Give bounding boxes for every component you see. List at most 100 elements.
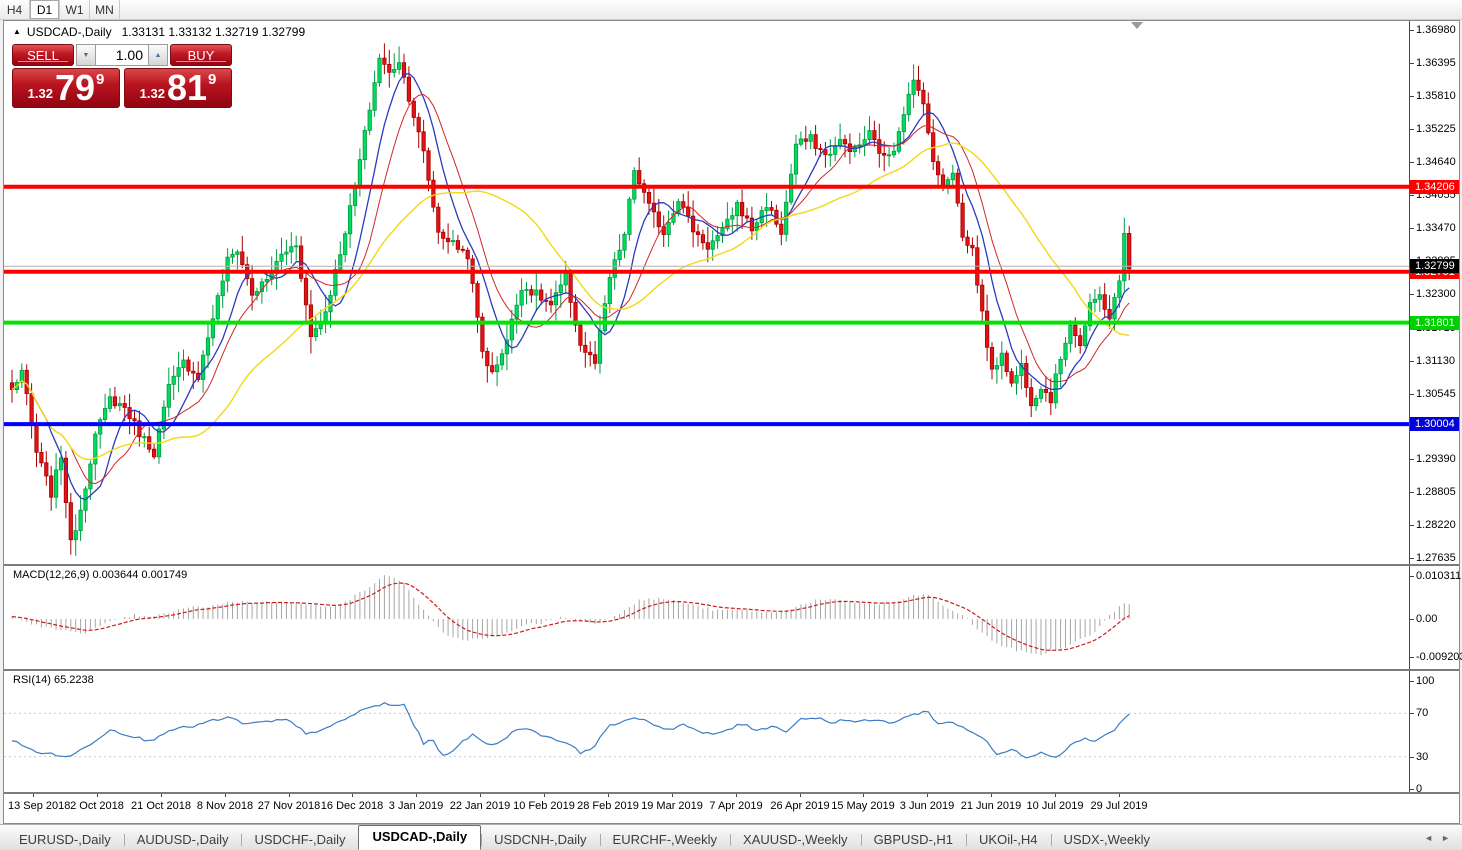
rsi-plot[interactable] (4, 671, 1409, 792)
price-level-badge[interactable]: 1.31801 (1410, 315, 1459, 330)
buy-price-big: 81 (166, 67, 207, 109)
chart-tab-usdcnh[interactable]: USDCNH-,Daily (481, 830, 599, 850)
timeframe-button-h4[interactable]: H4 (0, 0, 30, 19)
date-tick-mark (289, 794, 290, 797)
date-tick-mark (480, 794, 481, 797)
date-label: 13 Sep 2018 (8, 800, 71, 812)
date-tick-mark (1055, 794, 1056, 797)
sell-price-pip: 9 (96, 71, 105, 88)
chart-tab-usdcad[interactable]: USDCAD-,Daily (358, 825, 482, 850)
date-axis[interactable]: 13 Sep 2018 2 Oct 2018 21 Oct 2018 8 Nov 20… (4, 794, 1459, 822)
volume-increase-button[interactable]: ▲ (148, 44, 168, 66)
collapse-panel-icon[interactable]: ▲ (13, 27, 21, 36)
date-tick-mark (800, 794, 801, 797)
chart-shift-marker-icon[interactable] (1131, 22, 1143, 29)
date-tick-mark (863, 794, 864, 797)
date-tick-mark (33, 794, 34, 797)
buy-button[interactable]: BUY (170, 44, 232, 66)
tab-scroll-right-icon[interactable]: ► (1441, 832, 1450, 843)
macd-plot[interactable] (4, 566, 1409, 669)
date-label: 2 Oct 2018 (70, 800, 124, 812)
price-axis[interactable]: 1.36980 1.36395 1.35810 1.35225 1.34640 1.340… (1409, 21, 1459, 564)
date-tick-mark (1119, 794, 1120, 797)
buy-price-display[interactable]: 1.32 81 9 (124, 68, 232, 108)
date-label: 10 Feb 2019 (513, 800, 575, 812)
date-tick-mark (352, 794, 353, 797)
price-tick: 1.32300 (1409, 288, 1456, 301)
macd-scale-tick: -0.009203 (1409, 651, 1462, 663)
sell-price-big: 79 (54, 67, 95, 109)
price-chart-pane[interactable]: ▲ USDCAD-,Daily 1.33131 1.33132 1.32719 1.… (4, 21, 1459, 566)
sell-price-display[interactable]: 1.32 79 9 (12, 68, 120, 108)
price-level-badge[interactable]: 1.34206 (1410, 179, 1459, 194)
rsi-scale-tick: 0 (1408, 783, 1423, 795)
timeframe-button-d1[interactable]: D1 (30, 0, 60, 19)
date-tick-mark (225, 794, 226, 797)
date-tick-mark (672, 794, 673, 797)
sell-button[interactable]: SELL (12, 44, 74, 66)
rsi-scale-tick: 30 (1408, 750, 1429, 763)
date-label: 29 Jul 2019 (1090, 800, 1148, 812)
chart-window: ▲ USDCAD-,Daily 1.33131 1.33132 1.32719 1.… (3, 20, 1462, 824)
date-tick-mark (991, 794, 992, 797)
date-label: 15 May 2019 (831, 800, 895, 812)
timeframe-toolbar: H4 D1 W1 MN (0, 0, 1462, 20)
macd-indicator-pane[interactable]: MACD(12,26,9) 0.003644 0.001749 0.010311… (4, 566, 1462, 671)
date-label: 8 Nov 2018 (196, 800, 254, 812)
date-label: 7 Apr 2019 (709, 800, 763, 812)
price-tick: 1.29390 (1409, 452, 1456, 465)
date-label: 10 Jul 2019 (1026, 800, 1084, 812)
price-tick: 1.27635 (1409, 552, 1456, 564)
ohlc-values: 1.33131 1.33132 1.32719 1.32799 (121, 25, 306, 39)
price-tick: 1.31130 (1409, 354, 1455, 367)
macd-scale-tick: 0.010311 (1408, 570, 1462, 582)
chart-tab-usdx[interactable]: USDX-,Weekly (1050, 830, 1163, 850)
date-label: 28 Feb 2019 (577, 800, 639, 812)
timeframe-button-mn[interactable]: MN (90, 0, 120, 19)
price-level-badge[interactable]: 1.30004 (1410, 417, 1459, 432)
chart-tab-eurusd[interactable]: EURUSD-,Daily (19, 832, 111, 847)
date-label: 21 Oct 2018 (131, 800, 191, 812)
date-label: 21 Jun 2019 (960, 800, 1022, 812)
chart-tab-ukoil[interactable]: UKOil-,H4 (966, 830, 1051, 850)
price-tick: 1.28805 (1409, 485, 1456, 498)
buy-price-pip: 9 (208, 71, 217, 88)
volume-input[interactable]: 1.00 (96, 44, 148, 66)
macd-header: MACD(12,26,9) 0.003644 0.001749 (13, 569, 188, 581)
tab-nav-controls: ◄ ► (1412, 825, 1462, 850)
chart-tab-gbpusd[interactable]: GBPUSD-,H1 (860, 830, 966, 850)
date-tick-mark (161, 794, 162, 797)
date-tick-mark (97, 794, 98, 797)
rsi-scale-tick: 100 (1408, 675, 1435, 687)
chart-tab-audusd[interactable]: AUDUSD-,Daily (123, 830, 242, 850)
date-tick-mark (927, 794, 928, 797)
price-tick: 1.35225 (1409, 123, 1456, 136)
timeframe-button-w1[interactable]: W1 (60, 0, 90, 19)
price-tick: 1.34640 (1409, 156, 1456, 169)
volume-decrease-button[interactable]: ▼ (76, 44, 96, 66)
chart-tab-usdchf[interactable]: USDCHF-,Daily (241, 830, 358, 850)
date-tick-mark (416, 794, 417, 797)
macd-chart (11, 575, 1130, 655)
spin-down-icon: ▼ (82, 51, 90, 59)
price-level-badge[interactable]: 1.32799 (1410, 259, 1459, 274)
buy-price-prefix: 1.32 (139, 86, 165, 101)
date-label: 27 Nov 2018 (257, 800, 321, 812)
spin-up-icon: ▲ (154, 51, 162, 59)
date-label: 16 Dec 2018 (320, 800, 384, 812)
rsi-chart (4, 702, 1409, 759)
candlestick-chart[interactable] (4, 21, 1409, 564)
chart-title: ▲ USDCAD-,Daily 1.33131 1.33132 1.32719 1.… (13, 25, 305, 39)
date-label: 3 Jun 2019 (899, 800, 955, 812)
chart-tab-eurchf[interactable]: EURCHF-,Weekly (599, 830, 731, 850)
price-tick: 1.36395 (1409, 57, 1456, 70)
tab-scroll-left-icon[interactable]: ◄ (1424, 832, 1434, 843)
price-chart-plot[interactable] (4, 21, 1409, 564)
rsi-indicator-pane[interactable]: RSI(14) 65.2238 100 70 30 0 (4, 671, 1459, 795)
chart-tab-xauusd[interactable]: XAUUSD-,Weekly (730, 830, 861, 850)
chart-tab-bar: EURUSD-,Daily AUDUSD-,Daily USDCHF-,Daily U… (0, 824, 1462, 850)
price-tick: 1.30545 (1409, 387, 1456, 400)
price-tick: 1.36980 (1409, 24, 1456, 36)
date-tick-mark (544, 794, 545, 797)
sell-price-prefix: 1.32 (27, 86, 53, 101)
